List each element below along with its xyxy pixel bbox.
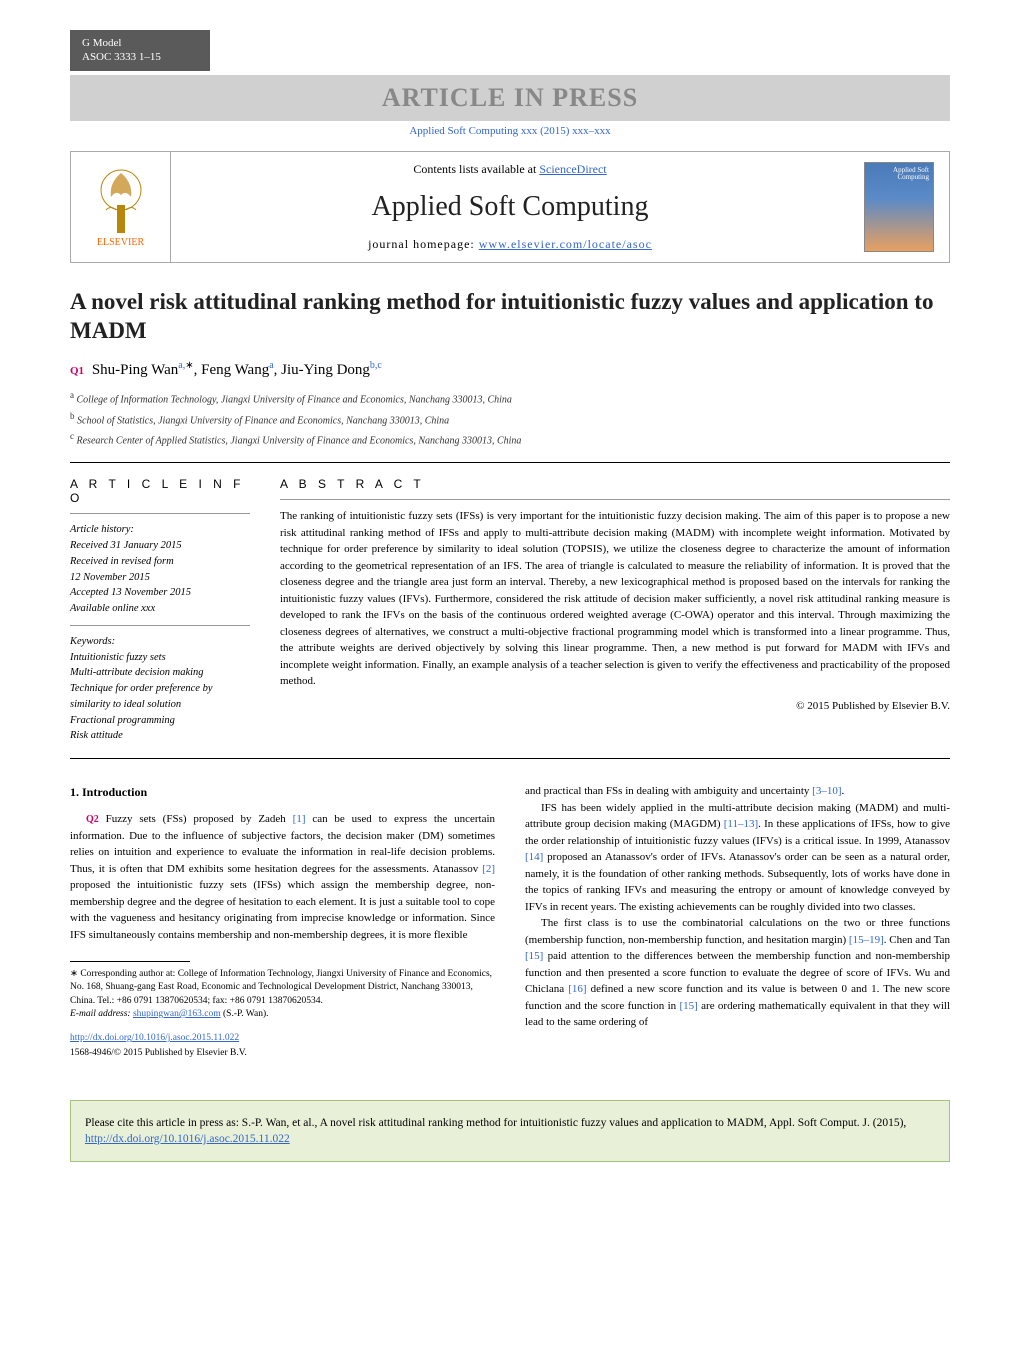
publisher-name: ELSEVIER: [97, 237, 144, 248]
p2b: .: [841, 785, 844, 797]
history-5: Available online xxx: [70, 601, 250, 617]
keyword-3: Technique for order preference by: [70, 681, 250, 697]
divider-bottom: [70, 758, 950, 759]
contents-line: Contents lists available at ScienceDirec…: [181, 162, 839, 177]
p3c: proposed an Atanassov's order of IFVs. A…: [525, 851, 950, 913]
ref-9[interactable]: [15]: [679, 1000, 697, 1012]
copyright: © 2015 Published by Elsevier B.V.: [280, 700, 950, 712]
email-link[interactable]: shupingwan@163.com: [133, 1009, 221, 1019]
affil-b-text: School of Statistics, Jiangxi University…: [77, 415, 449, 426]
info-divider-2: [70, 625, 250, 626]
journal-box: ELSEVIER Contents lists available at Sci…: [70, 151, 950, 263]
abstract: A B S T R A C T The ranking of intuition…: [280, 477, 950, 744]
homepage-line: journal homepage: www.elsevier.com/locat…: [181, 237, 839, 252]
author-1-star: ∗: [185, 360, 193, 371]
sciencedirect-link[interactable]: ScienceDirect: [539, 162, 606, 176]
footnote-separator: [70, 961, 190, 962]
cover-image: Applied Soft Computing: [864, 162, 934, 252]
history-4: Accepted 13 November 2015: [70, 585, 250, 601]
p1a: Fuzzy sets (FSs) proposed by Zadeh: [106, 813, 293, 825]
affil-a-text: College of Information Technology, Jiang…: [77, 395, 512, 406]
history-label: Article history:: [70, 522, 250, 538]
author-3: , Jiu-Ying Dong: [274, 362, 370, 378]
article-info: A R T I C L E I N F O Article history: R…: [70, 477, 250, 744]
para-2: and practical than FSs in dealing with a…: [525, 783, 950, 800]
publisher-logo: ELSEVIER: [71, 152, 171, 262]
corresponding-footnote: ∗ Corresponding author at: College of In…: [70, 968, 495, 1008]
para-1: Q2 Fuzzy sets (FSs) proposed by Zadeh [1…: [70, 811, 495, 943]
abstract-text: The ranking of intuitionistic fuzzy sets…: [280, 508, 950, 690]
email-footnote: E-mail address: shupingwan@163.com (S.-P…: [70, 1008, 495, 1021]
keyword-4: similarity to ideal solution: [70, 697, 250, 713]
right-column: and practical than FSs in dealing with a…: [525, 783, 950, 1060]
history-2: Received in revised form: [70, 554, 250, 570]
p4b: . Chen and Tan: [884, 934, 950, 946]
journal-ref: Applied Soft Computing xxx (2015) xxx–xx…: [70, 125, 950, 137]
press-text: ARTICLE IN PRESS: [382, 83, 638, 112]
ref-1[interactable]: [1]: [293, 813, 306, 825]
email-suffix: (S.-P. Wan).: [221, 1009, 269, 1019]
affiliation-b: b School of Statistics, Jiangxi Universi…: [70, 410, 950, 428]
affiliation-a: a College of Information Technology, Jia…: [70, 389, 950, 407]
p2a: and practical than FSs in dealing with a…: [525, 785, 812, 797]
abstract-divider: [280, 499, 950, 500]
press-banner: ARTICLE IN PRESS: [70, 75, 950, 121]
left-column: 1. Introduction Q2 Fuzzy sets (FSs) prop…: [70, 783, 495, 1060]
keywords-label: Keywords:: [70, 634, 250, 650]
affil-c-text: Research Center of Applied Statistics, J…: [77, 435, 522, 446]
doi-link[interactable]: http://dx.doi.org/10.1016/j.asoc.2015.11…: [70, 1033, 239, 1043]
affiliation-c: c Research Center of Applied Statistics,…: [70, 430, 950, 448]
homepage-link[interactable]: www.elsevier.com/locate/asoc: [479, 237, 652, 251]
p1c: proposed the intuitionistic fuzzy sets (…: [70, 879, 495, 941]
cite-text: Please cite this article in press as: S.…: [85, 1117, 906, 1129]
email-label: E-mail address:: [70, 1009, 133, 1019]
model-header: G Model ASOC 3333 1–15: [70, 30, 210, 71]
ref-2[interactable]: [2]: [482, 863, 495, 875]
keyword-5: Fractional programming: [70, 713, 250, 729]
issn-text: 1568-4946/© 2015 Published by Elsevier B…: [70, 1048, 247, 1058]
q1-marker: Q1: [70, 365, 84, 377]
ref-6[interactable]: [15–19]: [849, 934, 884, 946]
abstract-heading: A B S T R A C T: [280, 477, 950, 491]
history-1: Received 31 January 2015: [70, 538, 250, 554]
citation-box: Please cite this article in press as: S.…: [70, 1100, 950, 1162]
ref-5[interactable]: [14]: [525, 851, 543, 863]
divider-top: [70, 462, 950, 463]
cover-box: Applied Soft Computing: [849, 152, 949, 262]
ref-3[interactable]: [3–10]: [812, 785, 841, 797]
journal-name: Applied Soft Computing: [181, 191, 839, 223]
article-title: A novel risk attitudinal ranking method …: [70, 287, 950, 347]
author-2: , Feng Wang: [194, 362, 270, 378]
keyword-1: Intuitionistic fuzzy sets: [70, 650, 250, 666]
ref-7[interactable]: [15]: [525, 950, 543, 962]
keyword-2: Multi-attribute decision making: [70, 665, 250, 681]
para-4: The first class is to use the combinator…: [525, 915, 950, 1031]
authors: Q1 Shu-Ping Wana,∗, Feng Wanga, Jiu-Ying…: [70, 360, 950, 379]
info-heading: A R T I C L E I N F O: [70, 477, 250, 505]
model-label: G Model: [82, 36, 198, 50]
contents-text: Contents lists available at: [413, 162, 539, 176]
homepage-prefix: journal homepage:: [368, 237, 479, 251]
doi-block: http://dx.doi.org/10.1016/j.asoc.2015.11…: [70, 1031, 495, 1060]
ref-8[interactable]: [16]: [568, 983, 586, 995]
para-3: IFS has been widely applied in the multi…: [525, 800, 950, 916]
q2-marker: Q2: [86, 814, 99, 825]
cover-label: Applied Soft Computing: [865, 167, 929, 182]
keyword-6: Risk attitude: [70, 728, 250, 744]
info-divider-1: [70, 513, 250, 514]
cite-link[interactable]: http://dx.doi.org/10.1016/j.asoc.2015.11…: [85, 1133, 290, 1145]
history-3: 12 November 2015: [70, 570, 250, 586]
author-1: Shu-Ping Wan: [92, 362, 178, 378]
elsevier-tree-icon: [91, 165, 151, 235]
ref-4[interactable]: [11–13]: [724, 818, 758, 830]
author-3-aff: b,c: [370, 360, 382, 371]
model-code: ASOC 3333 1–15: [82, 50, 198, 64]
journal-center: Contents lists available at ScienceDirec…: [171, 152, 849, 262]
section-1-head: 1. Introduction: [70, 783, 495, 801]
